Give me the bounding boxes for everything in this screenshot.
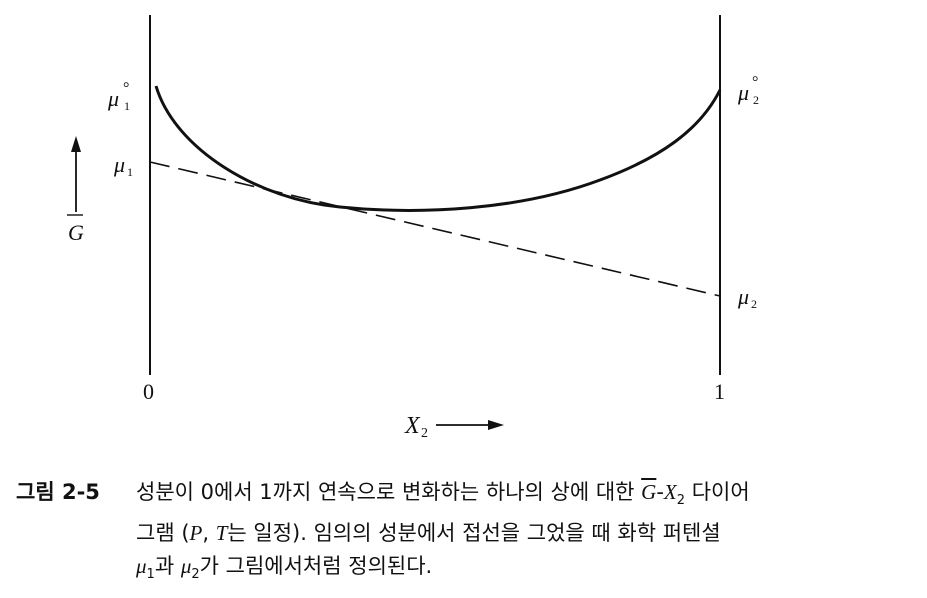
caption-line-2: 그램 (P, T는 일정). 임의의 성분에서 접선을 그었을 때 화학 퍼텐셜 xyxy=(16,517,916,550)
x-axis-arrow-head xyxy=(488,420,504,430)
caption-dash: - xyxy=(656,480,664,504)
x-axis-label: X xyxy=(404,413,421,439)
x-axis-label-sub: 2 xyxy=(421,426,428,441)
g-x2-diagram: G μ ° 1 μ 1 μ ° 2 μ 2 0 1 X 2 xyxy=(67,15,759,441)
g-axis-label: G xyxy=(68,220,84,245)
tangent-line xyxy=(149,161,721,297)
caption-x-sub: 2 xyxy=(676,493,686,509)
caption-p: P xyxy=(189,521,203,546)
mu1-label: μ xyxy=(113,152,125,177)
caption-line3-end: 가 그림에서처럼 정의된다. xyxy=(199,554,433,579)
x-tick-zero: 0 xyxy=(143,379,154,404)
mu2-sub: 2 xyxy=(751,297,757,311)
caption-x: X xyxy=(663,480,677,504)
caption-line2-start: 그램 ( xyxy=(136,521,190,546)
caption-line-1: 그림 2-5 성분이 0에서 1까지 연속으로 변화하는 하나의 상에 대한 G-… xyxy=(16,476,916,517)
x-tick-one: 1 xyxy=(714,379,725,404)
mu1-sub: 1 xyxy=(127,165,133,179)
figure-caption: 그림 2-5 성분이 0에서 1까지 연속으로 변화하는 하나의 상에 대한 G-… xyxy=(16,476,916,591)
caption-mu1: μ xyxy=(136,554,147,579)
g-axis-arrow-head xyxy=(71,136,81,152)
caption-line3-and: 과 xyxy=(154,554,181,579)
caption-mu2: μ xyxy=(180,554,192,579)
caption-comma: , xyxy=(202,521,216,546)
mu2-pure-sub: 2 xyxy=(753,93,759,107)
caption-mu1-sub: 1 xyxy=(146,567,155,583)
caption-number: 그림 2-5 xyxy=(16,480,100,504)
mu2-label: μ xyxy=(737,284,749,309)
mu1-pure-sup: ° xyxy=(123,80,129,97)
mu1-pure-label: μ xyxy=(107,86,119,111)
g-curve xyxy=(154,85,722,212)
mu2-pure-sup: ° xyxy=(752,74,758,91)
caption-line2-end: 는 일정). 임의의 성분에서 접선을 그었을 때 화학 퍼텐셜 xyxy=(227,521,721,546)
caption-line1-end: 다이어 xyxy=(685,480,750,504)
caption-line-3: μ1과 μ2가 그림에서처럼 정의된다. xyxy=(16,550,916,591)
caption-line1-text: 성분이 0에서 1까지 연속으로 변화하는 하나의 상에 대한 xyxy=(136,480,642,504)
caption-mu2-sub: 2 xyxy=(191,567,200,583)
caption-g-bar: G xyxy=(641,480,657,504)
mu1-pure-sub: 1 xyxy=(124,99,130,113)
caption-t: T xyxy=(215,521,228,546)
mu2-pure-label: μ xyxy=(737,80,749,105)
